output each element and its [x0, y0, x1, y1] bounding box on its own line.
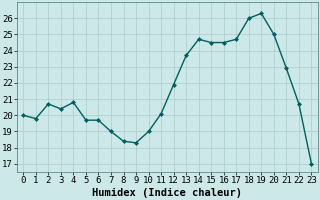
X-axis label: Humidex (Indice chaleur): Humidex (Indice chaleur): [92, 188, 242, 198]
